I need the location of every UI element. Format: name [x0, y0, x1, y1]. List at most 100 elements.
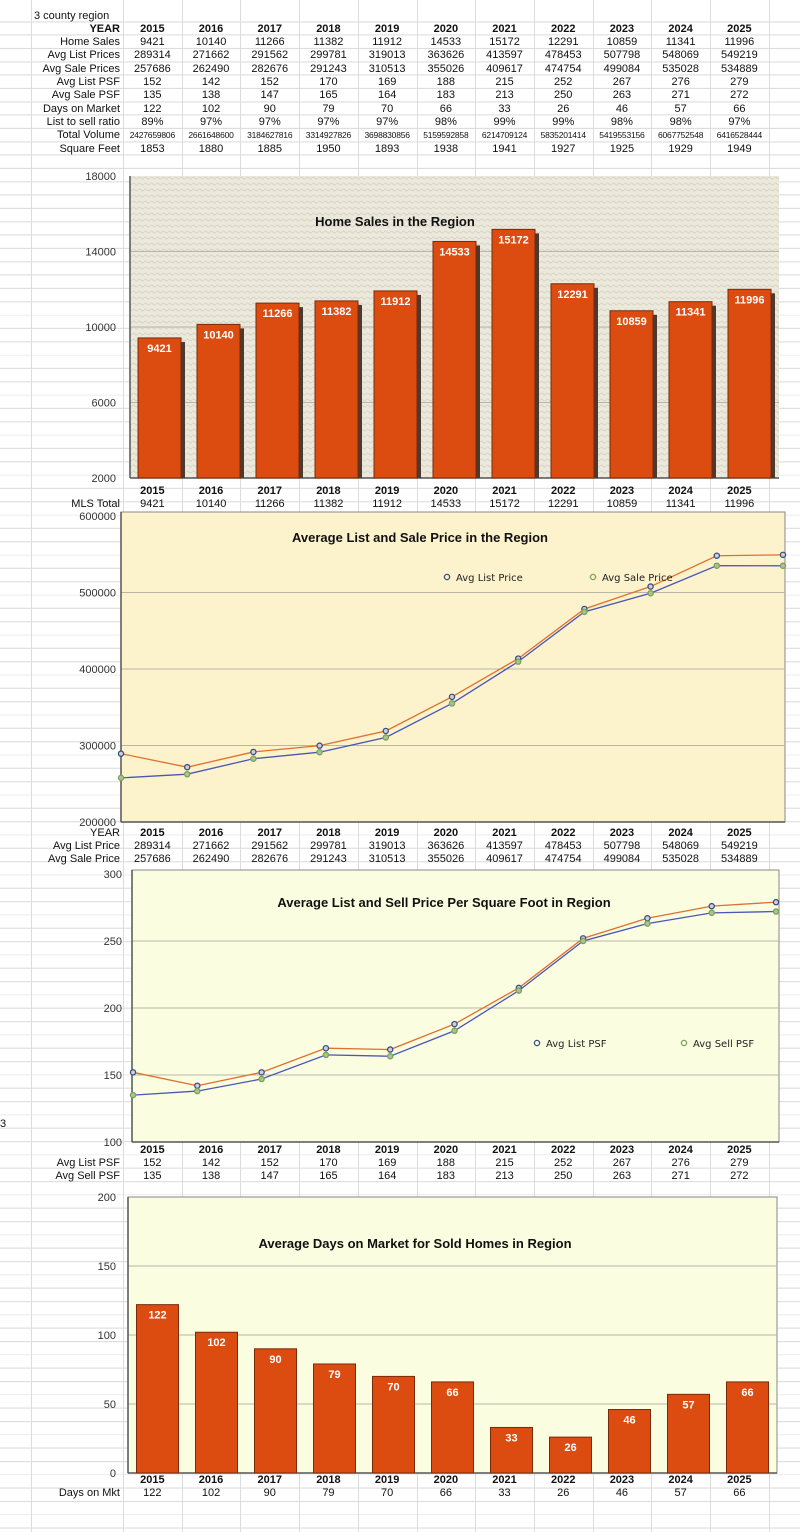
table-cell[interactable]: 90	[263, 102, 276, 115]
table-cell[interactable]: 2020	[433, 22, 459, 35]
data-point[interactable]	[250, 748, 257, 756]
table-cell[interactable]: 5159592858	[423, 130, 469, 141]
table-cell[interactable]: 99%	[493, 116, 516, 129]
data-point[interactable]	[708, 909, 715, 917]
table-cell[interactable]: 267	[612, 76, 632, 89]
table-cell[interactable]: 90	[263, 1486, 276, 1499]
table-cell[interactable]: 2025	[727, 826, 752, 839]
table-cell[interactable]: 282676	[251, 853, 289, 866]
table-cell[interactable]: 97%	[376, 116, 399, 129]
table-cell[interactable]: 310513	[368, 853, 406, 866]
data-point[interactable]	[581, 608, 588, 616]
bar[interactable]	[372, 1375, 415, 1474]
table-cell[interactable]: 3314927826	[305, 130, 352, 141]
table-cell[interactable]: 1925	[609, 142, 635, 155]
table-cell[interactable]: 6067752548	[658, 130, 704, 141]
table-cell[interactable]: 188	[436, 1156, 456, 1169]
table-cell[interactable]: 9421	[140, 497, 165, 510]
table-cell[interactable]: 70	[381, 102, 394, 115]
data-point[interactable]	[451, 1027, 458, 1035]
table-cell[interactable]: 2661648600	[188, 130, 234, 141]
table-cell[interactable]: 363626	[427, 839, 465, 852]
table-cell[interactable]: 3184627816	[247, 130, 293, 141]
table-cell[interactable]: 2020	[433, 484, 459, 497]
table-cell[interactable]: 263	[612, 89, 632, 102]
bar[interactable]	[314, 300, 359, 479]
table-cell[interactable]: 213	[495, 89, 514, 102]
bar[interactable]	[136, 1304, 179, 1474]
table-cell[interactable]: 262490	[192, 62, 230, 75]
table-cell[interactable]: 66	[733, 1486, 746, 1499]
table-cell[interactable]: 102	[201, 1486, 221, 1499]
row-label[interactable]: Home Sales	[60, 36, 120, 49]
table-cell[interactable]: 409617	[486, 62, 523, 75]
data-point[interactable]	[129, 1091, 137, 1099]
data-point[interactable]	[451, 1020, 458, 1028]
table-cell[interactable]: 2017	[257, 826, 282, 839]
table-cell[interactable]: 1941	[492, 142, 517, 155]
table-cell[interactable]: 79	[322, 1486, 335, 1499]
data-point[interactable]	[713, 562, 721, 569]
table-cell[interactable]: 135	[143, 1170, 162, 1183]
table-cell[interactable]: 289314	[133, 49, 171, 62]
table-cell[interactable]: 2017	[257, 1473, 282, 1486]
data-point[interactable]	[713, 552, 721, 559]
table-cell[interactable]: 363626	[427, 49, 465, 62]
table-cell[interactable]: 2021	[492, 1473, 517, 1486]
table-cell[interactable]: 183	[436, 1170, 456, 1183]
bar[interactable]	[490, 1426, 533, 1474]
table-cell[interactable]: 215	[495, 1156, 514, 1169]
table-cell[interactable]: 2016	[198, 484, 224, 497]
table-cell[interactable]: 291243	[310, 853, 347, 866]
row-label[interactable]: Avg List PSF	[56, 76, 120, 89]
table-cell[interactable]: 1938	[433, 142, 459, 155]
row-label[interactable]: Days on Market	[42, 102, 120, 115]
table-cell[interactable]: 2024	[668, 484, 693, 497]
data-point[interactable]	[647, 589, 654, 597]
table-cell[interactable]: 478453	[544, 839, 582, 852]
bar[interactable]	[255, 302, 300, 479]
table-cell[interactable]: 1927	[550, 142, 576, 155]
table-cell[interactable]: 152	[260, 76, 279, 89]
table-cell[interactable]: 98%	[610, 116, 633, 129]
bar[interactable]	[137, 337, 182, 479]
table-cell[interactable]: 11341	[665, 497, 696, 510]
table-cell[interactable]: 355026	[427, 853, 465, 866]
table-cell[interactable]: 271662	[192, 49, 230, 62]
table-cell[interactable]: 170	[319, 76, 338, 89]
table-cell[interactable]: 252	[554, 1156, 573, 1169]
row-label[interactable]: Square Feet	[59, 142, 120, 155]
table-cell[interactable]: 2018	[316, 1473, 341, 1486]
bar[interactable]	[726, 1381, 769, 1474]
data-point[interactable]	[129, 1069, 137, 1076]
table-cell[interactable]: 2022	[550, 22, 576, 35]
table-cell[interactable]: 250	[554, 89, 573, 102]
table-cell[interactable]: 548069	[662, 839, 699, 852]
table-cell[interactable]: 291243	[310, 62, 347, 75]
table-cell[interactable]: 98%	[434, 116, 457, 129]
table-cell[interactable]: 2015	[140, 484, 165, 497]
row-label[interactable]: Avg List PSF	[56, 1156, 120, 1169]
table-cell[interactable]: 152	[260, 1156, 279, 1169]
data-point[interactable]	[194, 1087, 201, 1095]
table-cell[interactable]: 165	[319, 89, 338, 102]
data-point[interactable]	[779, 551, 787, 559]
table-cell[interactable]: 2024	[668, 1143, 693, 1156]
table-cell[interactable]: 279	[730, 1156, 749, 1169]
table-cell[interactable]: 164	[377, 89, 397, 102]
bar[interactable]	[431, 1381, 474, 1474]
table-cell[interactable]: 478453	[544, 49, 582, 62]
row-label[interactable]: Days on Mkt	[58, 1486, 120, 1499]
table-cell[interactable]: 257686	[133, 853, 171, 866]
region-label[interactable]: 3 county region	[34, 9, 110, 22]
table-cell[interactable]: 272	[730, 1170, 749, 1183]
table-cell[interactable]: 507798	[603, 839, 641, 852]
data-point[interactable]	[386, 1052, 394, 1060]
table-cell[interactable]: 11266	[254, 497, 285, 510]
data-point[interactable]	[772, 908, 780, 915]
table-cell[interactable]: 57	[674, 1486, 687, 1499]
table-cell[interactable]: 413597	[486, 839, 523, 852]
table-cell[interactable]: 33	[498, 102, 511, 115]
table-cell[interactable]: 535028	[662, 62, 699, 75]
table-cell[interactable]: 534889	[720, 853, 758, 866]
